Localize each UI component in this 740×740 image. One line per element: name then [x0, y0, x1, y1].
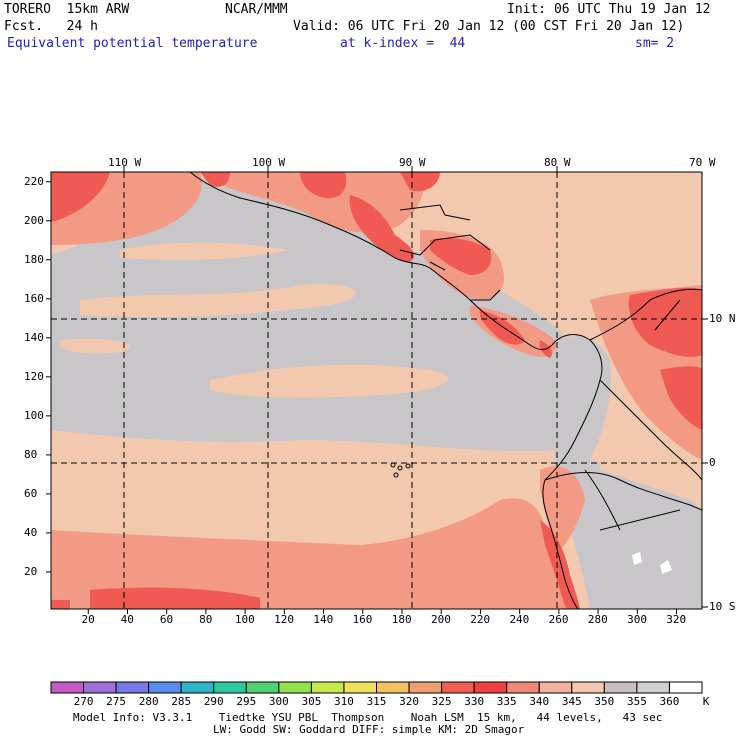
- bottom-axis-label: 160: [352, 613, 373, 626]
- left-axis-label: 220: [24, 174, 44, 188]
- left-axis-label: 60: [24, 486, 38, 500]
- colorbar-swatch: [148, 681, 182, 694]
- valid-time: Valid: 06 UTC Fri 20 Jan 12 (00 CST Fri …: [293, 19, 685, 34]
- colorbar-swatch: [506, 681, 540, 694]
- colorbar-swatch: [603, 681, 638, 694]
- colorbar-swatch: [83, 681, 117, 694]
- bottom-axis-label: 140: [313, 613, 334, 626]
- model-info: Model Info: V3.3.1 Tiedtke YSU PBL Thomp…: [73, 711, 663, 724]
- colorbar-swatch: [636, 681, 670, 694]
- bottom-axis-label: 100: [234, 613, 255, 626]
- lon-label-110w: 110 W: [108, 156, 142, 169]
- left-axis-label: 160: [24, 291, 44, 305]
- bottom-axis-label: 200: [431, 613, 451, 626]
- lat-label-10s: 10 S: [709, 600, 736, 613]
- init-time: Init: 06 UTC Thu 19 Jan 12: [507, 2, 711, 17]
- bottom-axis-label: 20: [81, 613, 95, 626]
- colorbar-swatch: [180, 681, 215, 694]
- colorbar-label: 275: [106, 695, 127, 708]
- colorbar-label: 355: [626, 695, 647, 708]
- field-name: Equivalent potential temperature: [7, 36, 258, 51]
- colorbar-swatch: [50, 681, 85, 694]
- forecast-hour: Fcst. 24 h: [4, 19, 98, 34]
- colorbar-label: 360: [659, 695, 680, 708]
- colorbar-swatch: [441, 681, 475, 694]
- lon-label-70w: 70 W: [689, 156, 716, 169]
- bottom-axis-label: 180: [391, 613, 412, 626]
- colorbar-label: 330: [464, 695, 485, 708]
- level-info: at k-index = 44: [340, 36, 466, 51]
- colorbar-swatch: [473, 681, 508, 694]
- colorbar-swatch: [213, 681, 247, 694]
- bottom-axis-label: 60: [159, 613, 174, 626]
- bottom-axis-label: 320: [666, 613, 687, 626]
- colorbar-swatch: [408, 681, 443, 694]
- bottom-axis-label: 280: [587, 613, 608, 626]
- colorbar-label: 280: [138, 695, 159, 708]
- colorbar-label: 300: [268, 695, 289, 708]
- bottom-axis-label: 220: [470, 613, 491, 626]
- lat-label-10n: 10 N: [709, 312, 736, 325]
- smoothing-info: sm= 2: [635, 36, 675, 51]
- colorbar-swatch: [538, 681, 573, 694]
- left-axis-label: 180: [24, 252, 44, 266]
- colorbar-label: 335: [496, 695, 517, 708]
- colorbar-label: 345: [561, 695, 582, 708]
- left-axis-label: 100: [24, 408, 44, 422]
- plot-frame: [50, 171, 703, 610]
- model-name: TORERO 15km ARW: [4, 2, 130, 17]
- colorbar-label: 270: [73, 695, 94, 708]
- left-axis-label: 200: [24, 213, 44, 227]
- left-axis-label: 20: [24, 564, 38, 578]
- left-axis-label: 80: [24, 447, 38, 461]
- bottom-axis-label: 240: [509, 613, 530, 626]
- colorbar-swatch: [571, 681, 605, 694]
- colorbar-label: 350: [594, 695, 615, 708]
- lat-label-0: 0: [709, 456, 716, 469]
- lon-label-100w: 100 W: [252, 156, 286, 169]
- bottom-axis-label: 300: [627, 613, 647, 626]
- colorbar-swatch: [376, 681, 410, 694]
- colorbar-label: 315: [366, 695, 387, 708]
- bottom-axis-label: 80: [199, 613, 213, 626]
- colorbar-label: 290: [203, 695, 224, 708]
- colorbar-label: 325: [431, 695, 452, 708]
- bottom-axis-label: 120: [274, 613, 294, 626]
- colorbar-swatch: [115, 681, 150, 694]
- bottom-axis-label: 40: [120, 613, 134, 626]
- colorbar-swatch: [668, 681, 703, 694]
- field-shading: [51, 172, 702, 609]
- physics-info: LW: Godd SW: Goddard DIFF: simple KM: 2D…: [213, 723, 525, 736]
- colorbar-label: 310: [334, 695, 354, 708]
- colorbar-label: 305: [301, 695, 322, 708]
- colorbar-label: 320: [399, 695, 419, 708]
- center-name: NCAR/MMM: [225, 2, 288, 17]
- colorbar-swatch: [343, 681, 378, 694]
- colorbar-swatch: [310, 681, 345, 694]
- colorbar-swatch: [278, 681, 312, 694]
- colorbar-label: 285: [171, 695, 192, 708]
- left-axis-label: 120: [24, 369, 44, 383]
- colorbar-label: 295: [236, 695, 257, 708]
- bottom-axis-label: 260: [548, 613, 569, 626]
- colorbar-unit: K: [702, 695, 710, 708]
- lon-label-80w: 80 W: [544, 156, 571, 169]
- colorbar: [50, 681, 703, 694]
- left-axis-label: 40: [24, 525, 38, 539]
- lon-label-90w: 90 W: [399, 156, 426, 169]
- colorbar-swatch: [245, 681, 280, 694]
- left-axis-label: 140: [24, 330, 44, 344]
- colorbar-label: 340: [529, 695, 550, 708]
